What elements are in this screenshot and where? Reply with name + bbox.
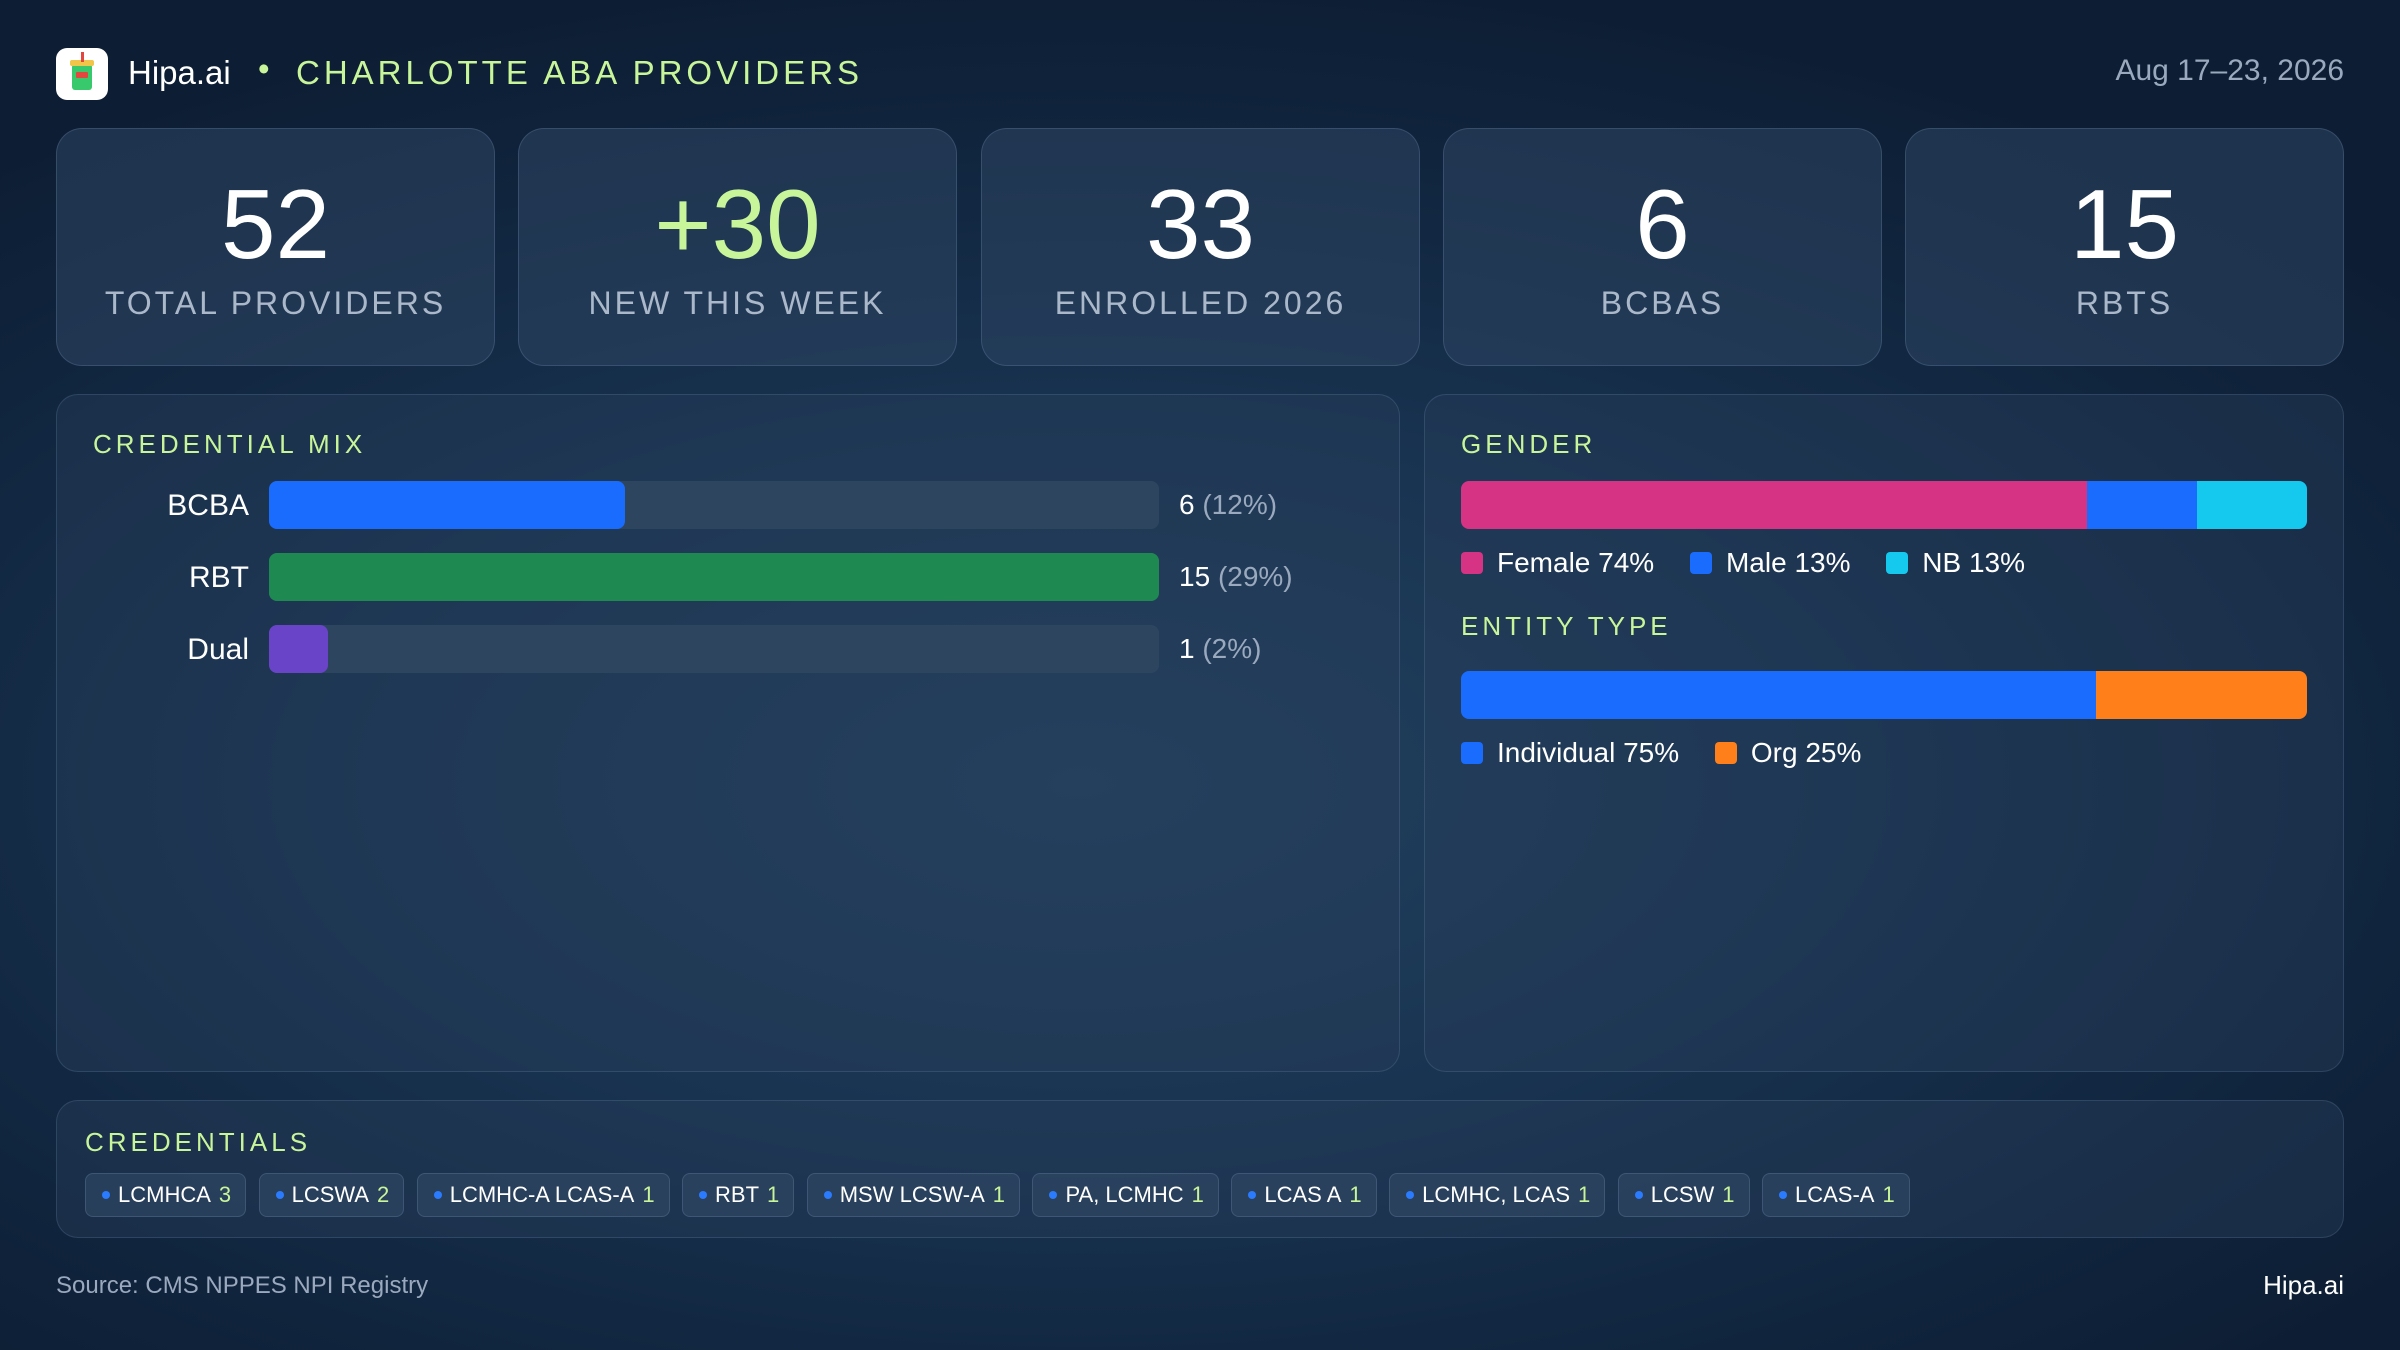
credential-chip: LCMHCA 3 bbox=[85, 1173, 247, 1217]
credential-mix-panel: CREDENTIAL MIX BCBA 6 (12%) RBT 15 (29%)… bbox=[56, 394, 1400, 1072]
segment-female bbox=[1461, 481, 2088, 529]
bar-label-bcba: BCBA bbox=[167, 489, 249, 522]
credential-chips: LCMHCA 3 LCSWA 2 LCMHC-A LCAS-A 1 RBT 1 MSW … bbox=[85, 1173, 1918, 1217]
entity-stacked-bar bbox=[1461, 671, 2307, 719]
credential-chip: MSW LCSW-A 1 bbox=[806, 1173, 1021, 1217]
kpi-value: 15 bbox=[2069, 169, 2179, 279]
bar-label-dual: Dual bbox=[187, 633, 249, 666]
kpi-rbts: 15 RBTS bbox=[1905, 128, 2344, 366]
bar-track-bcba bbox=[269, 481, 1159, 529]
credential-chip: LCSWA 2 bbox=[258, 1173, 405, 1217]
page-title: CHARLOTTE ABA PROVIDERS bbox=[296, 54, 863, 91]
credential-mix-title: CREDENTIAL MIX bbox=[93, 429, 367, 459]
entity-type-title: ENTITY TYPE bbox=[1461, 611, 1672, 641]
footer-brand: Hipa.ai bbox=[2263, 1270, 2344, 1300]
kpi-new-this-week: +30 NEW THIS WEEK bbox=[518, 128, 957, 366]
bar-label-rbt: RBT bbox=[189, 561, 249, 594]
credential-chip: LCAS-A 1 bbox=[1762, 1173, 1910, 1217]
legend-individual: Individual 75% bbox=[1461, 737, 1679, 769]
bar-track-dual bbox=[269, 625, 1159, 673]
segment-org bbox=[2095, 671, 2307, 719]
kpi-value: 6 bbox=[1635, 169, 1690, 279]
segment-individual bbox=[1461, 671, 2096, 719]
legend-org: Org 25% bbox=[1714, 737, 1861, 769]
bar-value-rbt: 15 (29%) bbox=[1179, 561, 1293, 592]
kpi-value: +30 bbox=[654, 169, 821, 279]
credential-chip: LCSW 1 bbox=[1617, 1173, 1750, 1217]
credential-chip: LCMHC, LCAS 1 bbox=[1389, 1173, 1606, 1217]
kpi-label: NEW THIS WEEK bbox=[588, 285, 887, 321]
demographics-panel: GENDER Female 74% Male 13% NB 13% ENTITY… bbox=[1424, 394, 2344, 1072]
segment-male bbox=[2087, 481, 2197, 529]
swatch-org bbox=[1714, 742, 1737, 764]
bar-track-rbt bbox=[269, 553, 1159, 601]
credentials-title: CREDENTIALS bbox=[85, 1127, 312, 1157]
header-separator: • bbox=[258, 50, 270, 87]
kpi-value: 52 bbox=[220, 169, 330, 279]
legend-nb: NB 13% bbox=[1886, 547, 2025, 579]
bar-value-dual: 1 (2%) bbox=[1179, 633, 1262, 664]
bar-dual bbox=[269, 625, 329, 673]
swatch-nb bbox=[1886, 552, 1909, 574]
header: Hipa.ai • CHARLOTTE ABA PROVIDERS Aug 17… bbox=[56, 46, 2344, 102]
kpi-label: RBTS bbox=[2075, 285, 2174, 321]
entity-legend: Individual 75% Org 25% bbox=[1461, 737, 1889, 769]
kpi-label: TOTAL PROVIDERS bbox=[104, 285, 447, 321]
swatch-male bbox=[1689, 552, 1712, 574]
kpi-total-providers: 52 TOTAL PROVIDERS bbox=[56, 128, 495, 366]
credential-chip: LCMHC-A LCAS-A 1 bbox=[416, 1173, 670, 1217]
credentials-panel: CREDENTIALS LCMHCA 3 LCSWA 2 LCMHC-A LCAS-… bbox=[56, 1100, 2344, 1238]
kpi-label: ENROLLED 2026 bbox=[1054, 285, 1347, 321]
gender-title: GENDER bbox=[1461, 429, 1597, 459]
bar-value-bcba: 6 (12%) bbox=[1179, 489, 1278, 520]
gender-legend: Female 74% Male 13% NB 13% bbox=[1461, 547, 2053, 579]
bar-bcba bbox=[269, 481, 625, 529]
brand-name: Hipa.ai bbox=[128, 54, 231, 91]
swatch-female bbox=[1461, 552, 1483, 574]
legend-female: Female 74% bbox=[1461, 547, 1654, 579]
kpi-value: 33 bbox=[1145, 169, 1255, 279]
bar-rbt bbox=[269, 553, 1159, 601]
credential-chip: PA, LCMHC 1 bbox=[1032, 1173, 1219, 1217]
credential-chip: RBT 1 bbox=[682, 1173, 795, 1217]
gender-stacked-bar bbox=[1461, 481, 2307, 529]
legend-male: Male 13% bbox=[1689, 547, 1850, 579]
logo-icon bbox=[56, 48, 108, 100]
kpi-bcbas: 6 BCBAS bbox=[1443, 128, 1882, 366]
date-range: Aug 17–23, 2026 bbox=[2115, 54, 2344, 87]
segment-nb bbox=[2197, 481, 2307, 529]
kpi-label: BCBAS bbox=[1600, 285, 1725, 321]
source-note: Source: CMS NPPES NPI Registry bbox=[56, 1272, 429, 1299]
swatch-individual bbox=[1461, 742, 1483, 764]
kpi-enrolled-2026: 33 ENROLLED 2026 bbox=[981, 128, 1420, 366]
